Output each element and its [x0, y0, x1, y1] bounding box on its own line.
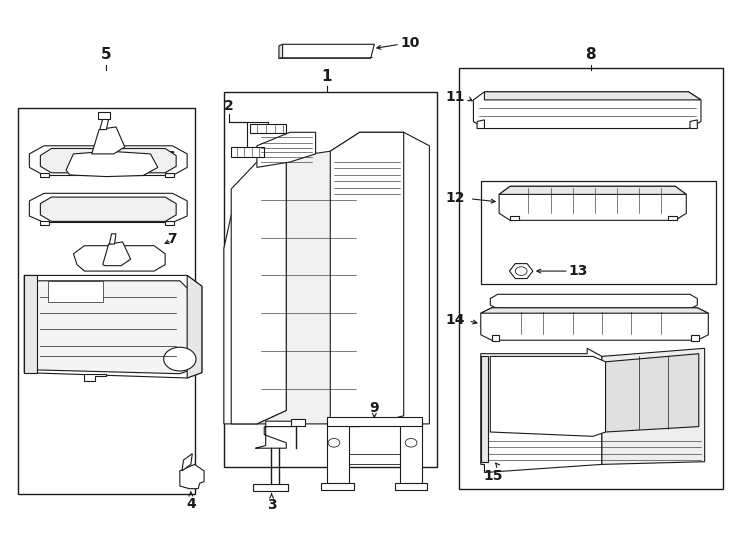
- Text: 1: 1: [321, 69, 332, 84]
- Text: 5: 5: [101, 47, 112, 62]
- Text: 12: 12: [446, 191, 465, 205]
- Polygon shape: [279, 44, 374, 58]
- Polygon shape: [473, 92, 701, 129]
- Circle shape: [328, 438, 340, 447]
- Polygon shape: [400, 421, 422, 486]
- Polygon shape: [492, 335, 499, 341]
- Polygon shape: [257, 132, 316, 167]
- Text: 2: 2: [224, 99, 234, 113]
- Text: 14: 14: [446, 313, 465, 327]
- Polygon shape: [182, 454, 192, 471]
- Polygon shape: [602, 348, 705, 464]
- Polygon shape: [360, 132, 429, 424]
- Polygon shape: [231, 147, 264, 157]
- Circle shape: [405, 438, 417, 447]
- Polygon shape: [24, 275, 37, 373]
- Circle shape: [164, 347, 196, 371]
- Polygon shape: [327, 417, 422, 426]
- Text: 13: 13: [569, 264, 588, 278]
- Polygon shape: [84, 374, 106, 381]
- Circle shape: [515, 267, 527, 275]
- Polygon shape: [29, 193, 187, 222]
- Polygon shape: [224, 162, 286, 424]
- Polygon shape: [165, 173, 174, 177]
- Polygon shape: [40, 173, 49, 177]
- Polygon shape: [180, 464, 204, 489]
- Polygon shape: [231, 162, 286, 424]
- Polygon shape: [499, 186, 686, 194]
- Text: 7: 7: [167, 232, 177, 246]
- Polygon shape: [481, 348, 602, 472]
- Polygon shape: [490, 294, 697, 309]
- Text: 6: 6: [165, 150, 175, 164]
- Bar: [459, 68, 723, 489]
- Polygon shape: [321, 483, 354, 490]
- Text: 11: 11: [446, 90, 465, 104]
- Polygon shape: [29, 146, 187, 176]
- Polygon shape: [109, 234, 116, 244]
- Polygon shape: [40, 197, 176, 221]
- Polygon shape: [490, 356, 606, 436]
- Polygon shape: [668, 216, 677, 220]
- Polygon shape: [291, 418, 305, 426]
- Bar: [18, 108, 195, 494]
- Polygon shape: [330, 132, 404, 427]
- Polygon shape: [509, 264, 533, 279]
- Polygon shape: [24, 275, 202, 378]
- Polygon shape: [40, 221, 49, 225]
- Polygon shape: [481, 308, 708, 340]
- Polygon shape: [255, 421, 294, 448]
- Polygon shape: [484, 92, 701, 100]
- Polygon shape: [66, 151, 158, 177]
- Polygon shape: [510, 216, 519, 220]
- Bar: [224, 92, 437, 467]
- Polygon shape: [477, 120, 484, 129]
- Polygon shape: [100, 119, 109, 130]
- Polygon shape: [327, 421, 349, 486]
- Bar: [48, 281, 103, 302]
- Polygon shape: [73, 246, 165, 271]
- Polygon shape: [481, 356, 488, 462]
- Text: 9: 9: [369, 401, 379, 415]
- Polygon shape: [187, 275, 202, 378]
- Bar: [481, 181, 716, 284]
- Polygon shape: [250, 124, 286, 133]
- Polygon shape: [279, 44, 283, 58]
- Polygon shape: [165, 221, 174, 225]
- Polygon shape: [606, 354, 699, 432]
- Text: 8: 8: [586, 47, 596, 62]
- Polygon shape: [257, 132, 360, 424]
- Polygon shape: [92, 127, 125, 154]
- Polygon shape: [690, 120, 697, 129]
- Polygon shape: [481, 308, 708, 313]
- Polygon shape: [40, 148, 176, 173]
- Polygon shape: [499, 186, 686, 220]
- Polygon shape: [37, 281, 191, 374]
- Text: 4: 4: [186, 497, 196, 511]
- Polygon shape: [253, 484, 288, 491]
- Polygon shape: [103, 242, 131, 266]
- Text: 15: 15: [483, 469, 503, 483]
- Text: 3: 3: [266, 498, 277, 512]
- Text: 10: 10: [400, 36, 419, 50]
- Polygon shape: [395, 483, 427, 490]
- Polygon shape: [98, 112, 110, 119]
- Polygon shape: [691, 335, 699, 341]
